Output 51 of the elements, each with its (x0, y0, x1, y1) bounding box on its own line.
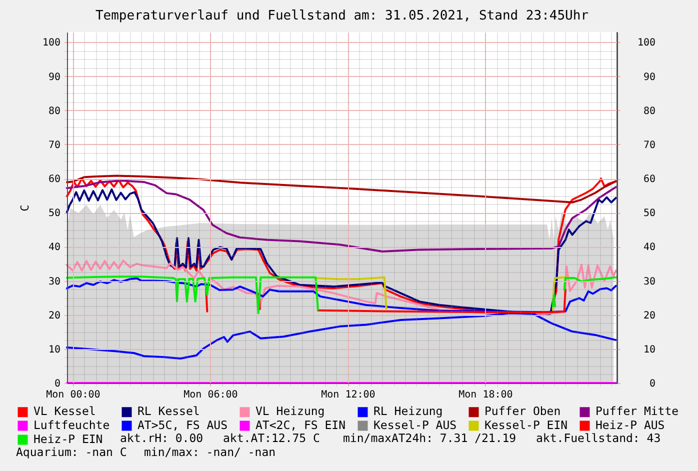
text: min/maxAT24h: 7.31 /21.19 (343, 431, 516, 445)
y2-tick-label: 0 (649, 378, 656, 390)
y2-tick-label: 70 (643, 140, 656, 151)
legend-label: Puffer Oben (484, 404, 561, 418)
y-tick-label: 0 (54, 378, 60, 390)
legend-label: AT>5C, FS AUS (138, 418, 228, 432)
y-tick-label: 60 (48, 174, 60, 186)
y2-tick-label: 20 (643, 310, 656, 322)
legend-label: Puffer Mitte (596, 404, 679, 418)
chart-title: Temperaturverlauf und Fuellstand am: 31.05.2021, Stand 23:45Uhr (95, 8, 589, 24)
line-series (66, 312, 617, 360)
legend-label: Luftfeuchte (34, 418, 110, 432)
y-tick-label: 80 (48, 106, 60, 117)
y2-tick-label: 90 (643, 72, 656, 83)
legend-label: Heiz-P AUS (596, 418, 665, 432)
line-series (66, 180, 617, 252)
y-tick-label: 40 (48, 242, 60, 254)
text: min/max: -nan/ -nan (144, 445, 276, 459)
x-tick-label: Mon 00:00 (46, 390, 100, 400)
y2-tick-label: 30 (643, 276, 656, 288)
legend-label: VL Kessel (34, 404, 96, 418)
y2-tick-label: 50 (643, 208, 656, 220)
x-tick-label: Mon 18:00 (458, 390, 513, 400)
legend-label: RL Heizung (374, 404, 443, 418)
y-tick-label: 90 (48, 72, 60, 83)
text: akt.AT:12.75 C (223, 431, 320, 445)
x-tick-label: Mon 06:00 (184, 390, 238, 400)
y2-tick-label: 60 (643, 174, 656, 186)
line-series (66, 174, 617, 204)
legend-label: Kessel-P AUS (374, 418, 457, 432)
text: Aquarium: -nan C (16, 445, 127, 459)
line-series (66, 260, 617, 315)
y2-tick-label: 40 (643, 242, 656, 254)
y-axis-title: C (18, 204, 32, 212)
legend-label: AT<2C, FS EIN (256, 418, 346, 432)
legend-label: VL Heizung (256, 404, 325, 418)
legend-label: Heiz-P EIN (34, 432, 103, 446)
legend-label: RL Kessel (138, 404, 200, 418)
y-tick-label: 70 (48, 140, 60, 151)
y-tick-label: 30 (48, 276, 60, 288)
legend-label: Kessel-P EIN (484, 418, 568, 432)
y2-tick-label: 100 (637, 38, 656, 49)
text: akt.rH: 0.00 (120, 431, 204, 445)
y2-tick-label: 80 (643, 106, 656, 117)
x-tick-label: Mon 12:00 (321, 390, 376, 400)
y-tick-label: 10 (48, 344, 60, 356)
y-tick-label: 100 (42, 38, 60, 49)
y-tick-label: 50 (48, 208, 60, 220)
y2-tick-label: 10 (643, 344, 656, 356)
y-tick-label: 20 (48, 310, 60, 322)
text: akt.Fuellstand: 43 (536, 431, 661, 445)
